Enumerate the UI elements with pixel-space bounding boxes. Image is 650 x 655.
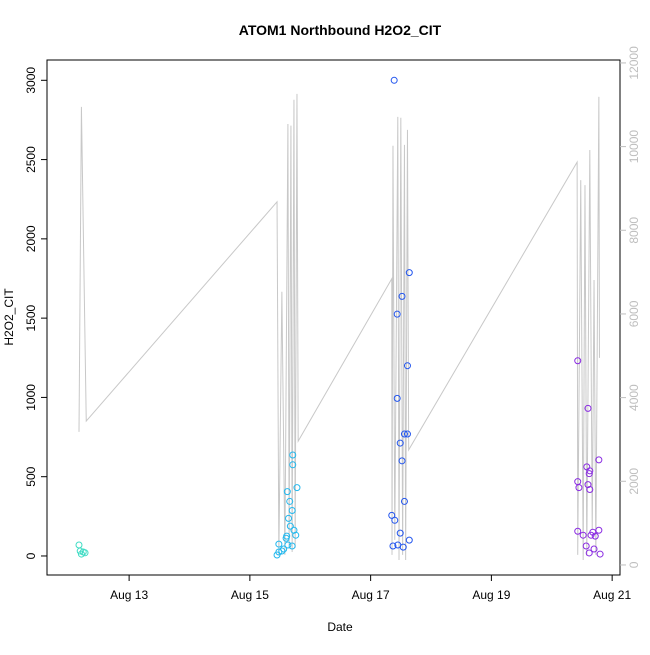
y2-tick-label: 12000 bbox=[627, 46, 641, 80]
point bbox=[288, 542, 296, 550]
point bbox=[290, 526, 298, 534]
point bbox=[75, 541, 83, 549]
point bbox=[393, 310, 401, 318]
point bbox=[396, 439, 404, 447]
point bbox=[81, 549, 89, 557]
x-tick-label: Aug 13 bbox=[110, 588, 148, 602]
point bbox=[288, 506, 296, 514]
point bbox=[398, 292, 406, 300]
point bbox=[286, 497, 294, 505]
point bbox=[275, 548, 283, 556]
point bbox=[585, 470, 593, 478]
point bbox=[591, 532, 599, 540]
point bbox=[403, 362, 411, 370]
point bbox=[396, 529, 404, 537]
point bbox=[283, 488, 291, 496]
point bbox=[400, 497, 408, 505]
point bbox=[389, 542, 397, 550]
point bbox=[283, 532, 291, 540]
y-tick-label: 2000 bbox=[24, 225, 38, 252]
chart-title: ATOM1 Northbound H2O2_CIT bbox=[239, 22, 442, 38]
point bbox=[399, 543, 407, 551]
point bbox=[391, 516, 399, 524]
point bbox=[579, 531, 587, 539]
line bbox=[78, 93, 600, 560]
point bbox=[393, 394, 401, 402]
point bbox=[285, 514, 293, 522]
point bbox=[278, 547, 286, 555]
point bbox=[289, 451, 297, 459]
y-tick-label: 3000 bbox=[24, 67, 38, 94]
point bbox=[292, 531, 300, 539]
point bbox=[590, 545, 598, 553]
point bbox=[275, 540, 283, 548]
x-tick-label: Aug 19 bbox=[472, 588, 510, 602]
y-tick-label: 0 bbox=[24, 552, 38, 559]
point bbox=[403, 430, 411, 438]
point bbox=[585, 549, 593, 557]
y2-tick-label: 8000 bbox=[627, 217, 641, 244]
point bbox=[280, 545, 288, 553]
point bbox=[400, 430, 408, 438]
x-tick-label: Aug 17 bbox=[352, 588, 390, 602]
point bbox=[284, 541, 292, 549]
point bbox=[289, 461, 297, 469]
plot-frame bbox=[46, 59, 621, 576]
point bbox=[405, 269, 413, 277]
y2-tick-label: 2000 bbox=[627, 468, 641, 495]
point bbox=[574, 527, 582, 535]
point bbox=[388, 511, 396, 519]
point bbox=[586, 486, 594, 494]
y-tick-label: 2500 bbox=[24, 146, 38, 173]
point bbox=[77, 550, 85, 558]
y-axis-label: H2O2_CIT bbox=[2, 288, 16, 346]
y-tick-label: 500 bbox=[24, 466, 38, 486]
point bbox=[286, 522, 294, 530]
point bbox=[586, 467, 594, 475]
point bbox=[575, 484, 583, 492]
point bbox=[584, 481, 592, 489]
y2-tick-label: 4000 bbox=[627, 384, 641, 411]
point bbox=[595, 526, 603, 534]
point bbox=[574, 357, 582, 365]
point bbox=[398, 457, 406, 465]
x-tick-label: Aug 21 bbox=[593, 588, 631, 602]
x-axis-label: Date bbox=[327, 620, 353, 634]
y2-tick-label: 0 bbox=[627, 561, 641, 568]
point bbox=[596, 550, 604, 558]
point bbox=[76, 547, 84, 555]
y-tick-label: 1000 bbox=[24, 384, 38, 411]
x-tick-label: Aug 15 bbox=[231, 588, 269, 602]
y-tick-label: 1500 bbox=[24, 304, 38, 331]
y2-tick-label: 10000 bbox=[627, 130, 641, 164]
point bbox=[405, 536, 413, 544]
point bbox=[595, 456, 603, 464]
point bbox=[293, 484, 301, 492]
point bbox=[584, 404, 592, 412]
point bbox=[582, 542, 590, 550]
y2-tick-label: 6000 bbox=[627, 300, 641, 327]
point bbox=[390, 76, 398, 84]
